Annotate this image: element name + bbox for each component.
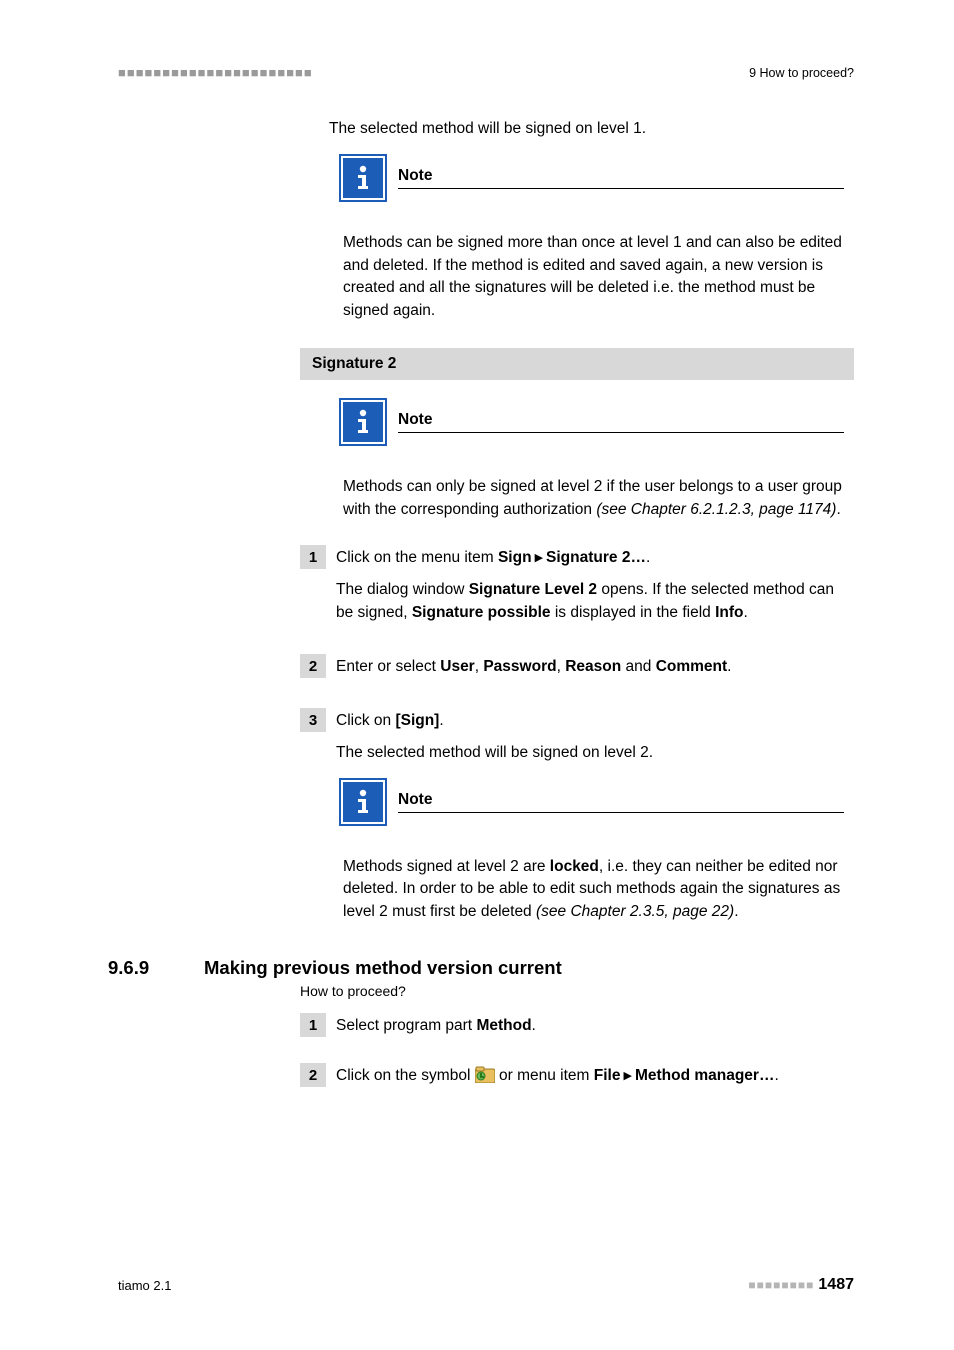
s2-reason: Reason: [565, 658, 621, 675]
s2-user: User: [440, 658, 474, 675]
s1p2-e: is displayed in the field: [551, 604, 716, 621]
intro-text: The selected method will be signed on le…: [329, 118, 854, 140]
s1-a: Click on the menu item: [336, 549, 498, 566]
note-header: Note: [343, 158, 844, 198]
n3-a: Methods signed at level 2 are: [343, 858, 550, 875]
step-969-1: 1 Select program part Method.: [300, 1013, 854, 1045]
info-icon: [343, 782, 383, 822]
info-icon: [343, 402, 383, 442]
section-title: Making previous method version current: [204, 957, 562, 979]
n3-e: .: [734, 903, 738, 920]
footer-page-number: 1487: [818, 1276, 854, 1294]
s3-a: Click on: [336, 712, 395, 729]
step-content: Select program part Method.: [336, 1013, 854, 1045]
s2-password: Password: [483, 658, 556, 675]
note-title: Note: [398, 167, 844, 189]
step-number: 2: [300, 1063, 326, 1087]
step-number: 3: [300, 708, 326, 732]
s1-sign: Sign: [498, 549, 532, 566]
s2-e: ,: [557, 658, 566, 675]
s3-sign: [Sign]: [395, 712, 439, 729]
s3-c: .: [439, 712, 443, 729]
header-breadcrumb: 9 How to proceed?: [749, 66, 854, 80]
step-content: Click on the menu item Sign▶Signature 2……: [336, 545, 854, 632]
note2-ref: (see Chapter 6.2.1.2.3, page 1174): [596, 501, 836, 518]
s2-a: Enter or select: [336, 658, 440, 675]
note2-post: .: [836, 501, 840, 518]
step-content: Click on the symbol or menu item File▶Me…: [336, 1063, 854, 1098]
note-title: Note: [398, 791, 844, 813]
s969-2b: or menu item: [495, 1067, 594, 1084]
note-block-1: Note Methods can be signed more than onc…: [343, 158, 844, 322]
s3-sub: The selected method will be signed on le…: [336, 741, 854, 764]
signature2-header: Signature 2: [300, 348, 854, 380]
s1-sig2: Signature 2…: [546, 549, 646, 566]
page-header: ■■■■■■■■■■■■■■■■■■■■■■ 9 How to proceed?: [118, 65, 854, 80]
s1p2-f: Info: [715, 604, 743, 621]
info-icon: [343, 158, 383, 198]
s1p2-g: .: [744, 604, 748, 621]
triangle-icon: ▶: [535, 550, 543, 567]
section-number: 9.6.9: [108, 957, 204, 979]
s969-1b: Method: [476, 1017, 531, 1034]
step-number: 1: [300, 545, 326, 569]
page-footer: tiamo 2.1 ■■■■■■■■ 1487: [118, 1276, 854, 1294]
s969-2a: Click on the symbol: [336, 1067, 475, 1084]
s969-2d: Method manager…: [635, 1067, 775, 1084]
note-block-2: Note Methods can only be signed at level…: [343, 402, 844, 521]
step-1: 1 Click on the menu item Sign▶Signature …: [300, 545, 854, 632]
s2-i: .: [727, 658, 731, 675]
n3-ref: (see Chapter 2.3.5, page 22): [536, 903, 734, 920]
triangle-icon: ▶: [623, 1068, 631, 1085]
step-3: 3 Click on [Sign]. The selected method w…: [300, 708, 854, 772]
note-header: Note: [343, 402, 844, 442]
step-number: 2: [300, 654, 326, 678]
s1-d: .: [646, 549, 650, 566]
how-to-text: How to proceed?: [300, 983, 854, 999]
header-dashes-left: ■■■■■■■■■■■■■■■■■■■■■■: [118, 65, 313, 80]
note-text: Methods can be signed more than once at …: [343, 232, 844, 322]
s969-1c: .: [532, 1017, 536, 1034]
section-969-heading: 9.6.9 Making previous method version cur…: [108, 957, 854, 979]
footer-right: ■■■■■■■■ 1487: [748, 1276, 854, 1294]
note-title: Note: [398, 411, 844, 433]
footer-dashes: ■■■■■■■■: [748, 1278, 814, 1292]
note-block-3: Note Methods signed at level 2 are locke…: [343, 782, 844, 923]
s1p2-b: Signature Level 2: [469, 581, 597, 598]
note-text: Methods signed at level 2 are locked, i.…: [343, 856, 844, 923]
s2-g: and: [621, 658, 655, 675]
s969-1a: Select program part: [336, 1017, 476, 1034]
s969-2c: File: [594, 1067, 621, 1084]
n3-locked: locked: [550, 858, 599, 875]
step-969-2: 2 Click on the symbol or menu item File▶…: [300, 1063, 854, 1098]
step-2: 2 Enter or select User, Password, Reason…: [300, 654, 854, 686]
footer-product: tiamo 2.1: [118, 1278, 171, 1293]
s1p2-d: Signature possible: [412, 604, 551, 621]
step-number: 1: [300, 1013, 326, 1037]
s1p2-a: The dialog window: [336, 581, 469, 598]
step-content: Enter or select User, Password, Reason a…: [336, 654, 854, 686]
s969-2e: .: [774, 1067, 778, 1084]
page-container: ■■■■■■■■■■■■■■■■■■■■■■ 9 How to proceed?…: [0, 0, 954, 1350]
method-manager-icon: [475, 1065, 495, 1090]
note-header: Note: [343, 782, 844, 822]
s2-comment: Comment: [656, 658, 727, 675]
note-text: Methods can only be signed at level 2 if…: [343, 476, 844, 521]
step-content: Click on [Sign]. The selected method wil…: [336, 708, 854, 772]
